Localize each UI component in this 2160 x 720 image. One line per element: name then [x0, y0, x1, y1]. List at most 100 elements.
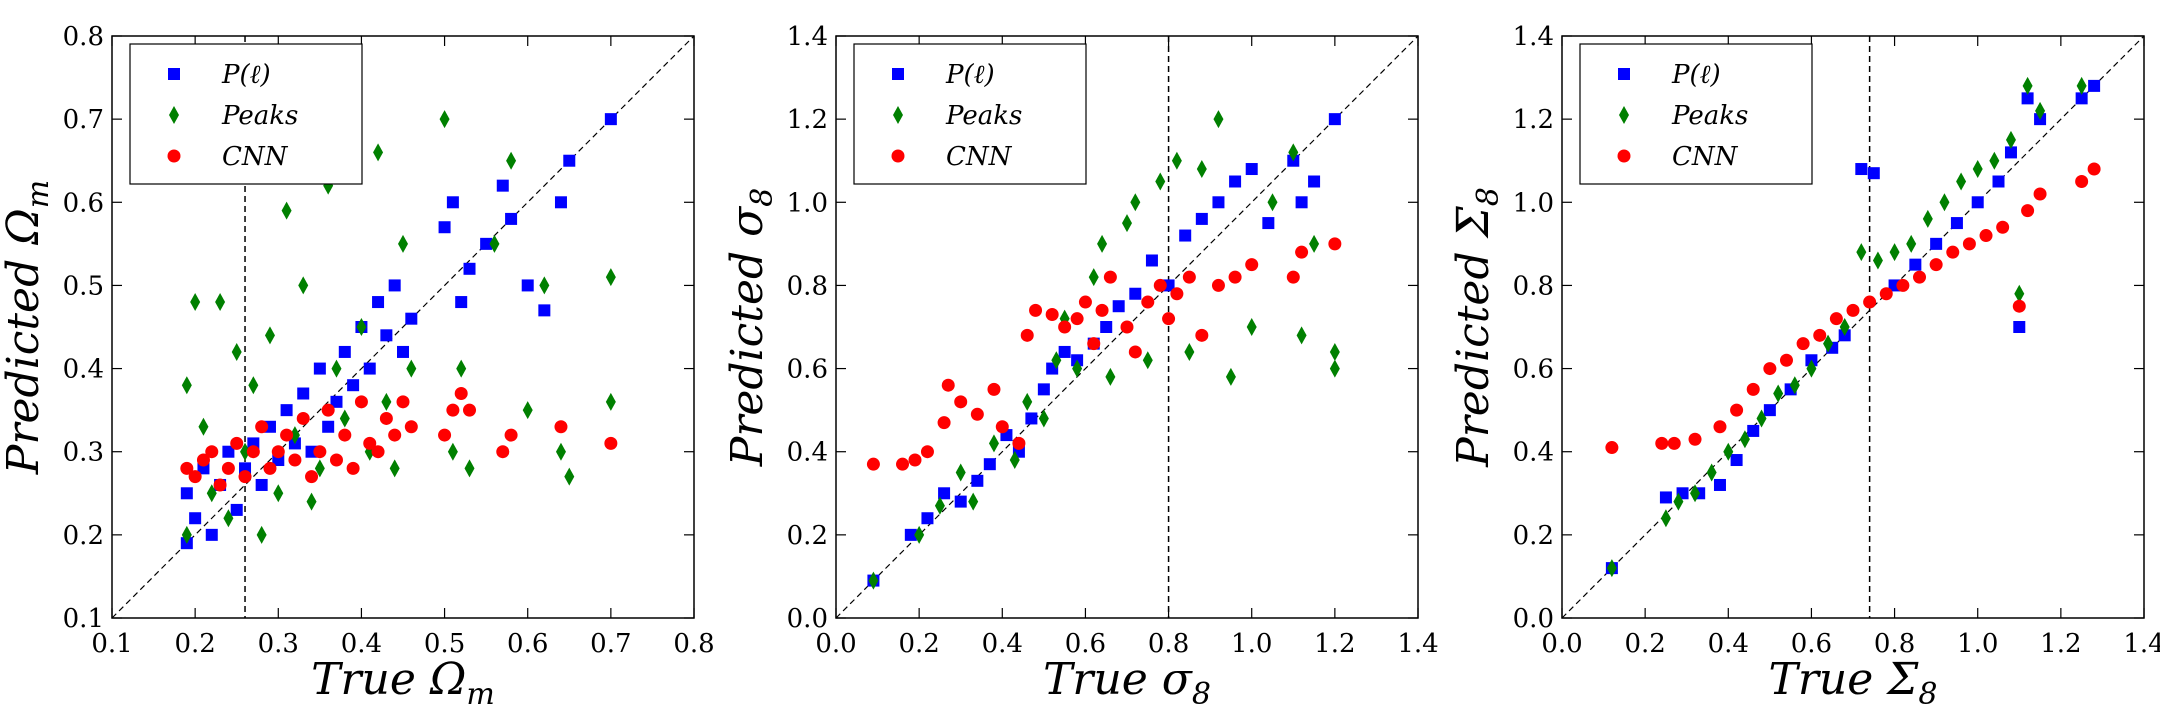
x-tick-label: 0.5 — [424, 629, 465, 659]
data-point — [2021, 92, 2034, 105]
data-point — [2087, 162, 2101, 176]
series-diamond — [1606, 76, 2087, 578]
data-point — [1939, 193, 1950, 212]
series-circle — [180, 387, 618, 492]
data-point — [363, 362, 376, 375]
data-point — [456, 359, 467, 378]
data-point — [1779, 353, 1793, 367]
data-point — [1184, 342, 1195, 361]
data-point — [288, 453, 302, 467]
data-point — [2033, 187, 2047, 201]
panel-omega-m: 0.1 0.2 0.3 0.4 0.5 0.6 0.7 0.8 0.1 0.2 0.3 0.4 0.5 0… — [0, 22, 715, 712]
data-point — [1329, 359, 1340, 378]
data-point — [388, 279, 401, 292]
data-point — [1855, 163, 1868, 176]
data-point — [1909, 258, 1922, 271]
data-point — [297, 387, 310, 400]
data-point — [1087, 337, 1101, 351]
data-point — [196, 453, 210, 467]
x-tick-label: 0.0 — [815, 629, 856, 659]
legend-label: Peaks — [945, 101, 1022, 131]
data-point — [496, 445, 510, 459]
data-point — [1162, 312, 1176, 326]
data-point — [1789, 376, 1800, 395]
data-point — [455, 296, 468, 309]
y-tick-label: 0.4 — [787, 438, 828, 468]
x-tick-label: 0.4 — [982, 629, 1023, 659]
data-point — [463, 403, 477, 417]
data-point — [563, 154, 576, 167]
data-point — [1806, 359, 1817, 378]
data-point — [280, 404, 293, 417]
data-point — [1088, 268, 1099, 287]
data-point — [1195, 328, 1209, 342]
data-point — [1095, 303, 1109, 317]
legend-box — [129, 43, 363, 185]
data-point — [1245, 163, 1258, 176]
data-point — [1823, 334, 1834, 353]
data-point — [1022, 392, 1033, 411]
data-point — [1171, 151, 1182, 170]
data-point — [1078, 295, 1092, 309]
y-tick-label: 0.6 — [63, 188, 104, 218]
data-point — [454, 387, 468, 401]
panel-sigma-8: 0.0 0.2 0.4 0.6 0.8 1.0 1.2 1.4 0.0 0.2 0.4 0.6 0.8 1… — [722, 22, 1439, 712]
data-point — [1730, 454, 1743, 467]
data-point — [1182, 270, 1196, 284]
data-point — [604, 436, 618, 450]
data-point — [1867, 167, 1880, 180]
identity-line — [111, 35, 695, 619]
data-point — [1228, 270, 1242, 284]
data-point — [1328, 113, 1341, 126]
legend-label: Peaks — [221, 101, 298, 131]
data-point — [1070, 312, 1084, 326]
data-point — [1956, 172, 1967, 191]
data-point — [439, 110, 450, 129]
data-point — [1606, 559, 1617, 578]
data-point — [1723, 442, 1734, 461]
data-point — [1839, 318, 1850, 336]
y-tick-label: 0.6 — [787, 355, 828, 385]
series-diamond — [181, 110, 616, 544]
data-point — [564, 467, 575, 486]
data-point — [1045, 308, 1059, 322]
series-circle — [866, 237, 1342, 471]
data-point — [271, 445, 285, 459]
y-tick-label: 0.4 — [63, 355, 104, 385]
y-tick-label: 0.8 — [787, 271, 828, 301]
data-point — [1213, 110, 1224, 129]
legend-box — [853, 43, 1087, 185]
data-point — [941, 378, 955, 392]
legend-marker-diamond — [893, 106, 903, 124]
legend-label: CNN — [1672, 142, 1739, 172]
x-tick-label: 0.3 — [258, 629, 299, 659]
data-point — [1929, 258, 1943, 272]
series-circle — [1605, 162, 2101, 455]
data-point — [205, 445, 219, 459]
data-point — [1763, 362, 1777, 376]
data-point — [866, 457, 880, 471]
legend-marker-circle — [167, 149, 181, 163]
data-point — [463, 262, 476, 275]
data-point — [1058, 345, 1071, 358]
data-point — [406, 359, 417, 378]
data-point — [1896, 278, 1910, 292]
x-axis-label: True σ8 — [1043, 654, 1211, 712]
data-point — [2014, 284, 2025, 303]
data-point — [446, 196, 459, 209]
data-point — [215, 293, 226, 312]
x-tick-label: 0.2 — [898, 629, 939, 659]
data-point — [313, 445, 327, 459]
y-tick-label: 0.8 — [1513, 271, 1554, 301]
data-point — [405, 312, 418, 325]
data-point — [2075, 175, 2089, 188]
data-point — [2004, 146, 2017, 159]
data-point — [264, 326, 275, 345]
data-point — [1196, 160, 1207, 179]
data-point — [983, 458, 996, 471]
data-point — [222, 445, 235, 458]
x-tick-label: 1.0 — [1231, 629, 1272, 659]
data-point — [321, 403, 335, 417]
x-tick-label: 0.8 — [673, 629, 714, 659]
data-point — [298, 276, 309, 295]
